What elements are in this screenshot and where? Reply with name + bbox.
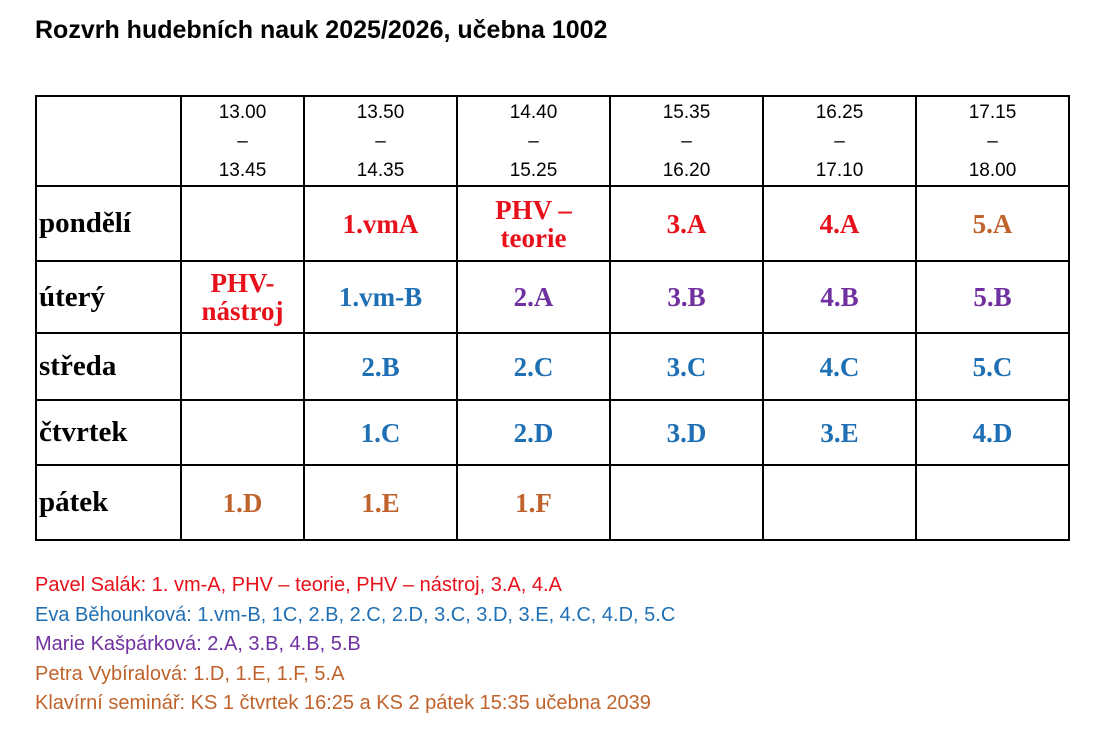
time-cell: 13.50 – 14.35 (303, 95, 458, 187)
lesson: 1.F (456, 464, 611, 541)
empty-cell (180, 332, 305, 401)
lesson: PHV-nástroj (180, 260, 305, 334)
time-to: 17.10 (815, 159, 864, 181)
row: čtvrtek 1.C 2.D 3.D 3.E 4.D (35, 399, 1070, 466)
note: Klavírní seminář: KS 1 čtvrtek 16:25 a K… (35, 692, 651, 714)
day: čtvrtek (35, 399, 182, 466)
lesson: 3.A (609, 185, 764, 262)
lesson: 3.E (762, 399, 917, 466)
time-to: 15.25 (509, 159, 558, 181)
lesson: 2.B (303, 332, 458, 401)
note: Pavel Salák: 1. vm-A, PHV – teorie, PHV … (35, 574, 562, 596)
lesson: 5.C (915, 332, 1070, 401)
corner-cell (35, 95, 182, 187)
empty-cell (180, 399, 305, 466)
lesson: 1.vm-B (303, 260, 458, 334)
time-to: 16.20 (662, 159, 711, 181)
schedule-table: 13.00 – 13.45 13.50 – 14.35 14.40 – 15.25 15.3… (35, 95, 1070, 541)
time-cell: 13.00 – 13.45 (180, 95, 305, 187)
lesson: 4.B (762, 260, 917, 334)
time-from: 13.00 (218, 101, 267, 123)
lesson: 5.A (915, 185, 1070, 262)
time-to: 13.45 (218, 159, 267, 181)
lesson: 4.A (762, 185, 917, 262)
time-from: 15.35 (662, 101, 711, 123)
header-row: 13.00 – 13.45 13.50 – 14.35 14.40 – 15.25 15.3… (35, 95, 1070, 187)
empty-cell (915, 464, 1070, 541)
time-sep: – (681, 130, 692, 152)
lesson: 4.C (762, 332, 917, 401)
time-from: 13.50 (356, 101, 405, 123)
day: pondělí (35, 185, 182, 262)
lesson: 2.A (456, 260, 611, 334)
time-cell: 14.40 – 15.25 (456, 95, 611, 187)
lesson: 3.B (609, 260, 764, 334)
time-sep: – (987, 130, 998, 152)
row: úterý PHV-nástroj 1.vm-B 2.A 3.B 4.B 5.B (35, 260, 1070, 334)
time-from: 14.40 (509, 101, 558, 123)
day: pátek (35, 464, 182, 541)
time-sep: – (528, 130, 539, 152)
time-sep: – (375, 130, 386, 152)
time-cell: 15.35 – 16.20 (609, 95, 764, 187)
empty-cell (609, 464, 764, 541)
lesson: 5.B (915, 260, 1070, 334)
lesson: 1.D (180, 464, 305, 541)
lesson: 4.D (915, 399, 1070, 466)
note: Eva Běhounková: 1.vm-B, 1C, 2.B, 2.C, 2.… (35, 603, 676, 626)
lesson: 3.C (609, 332, 764, 401)
empty-cell (180, 185, 305, 262)
note: Petra Vybíralová: 1.D, 1.E, 1.F, 5.A (35, 662, 345, 685)
time-to: 18.00 (968, 159, 1017, 181)
note: Marie Kašpárková: 2.A, 3.B, 4.B, 5.B (35, 633, 361, 655)
lesson: 1.E (303, 464, 458, 541)
time-sep: – (834, 130, 845, 152)
time-to: 14.35 (356, 159, 405, 181)
time-cell: 16.25 – 17.10 (762, 95, 917, 187)
day: úterý (35, 260, 182, 334)
day: středa (35, 332, 182, 401)
title: Rozvrh hudebních nauk 2025/2026, učebna … (35, 16, 608, 44)
time-from: 17.15 (968, 101, 1017, 123)
row: pondělí 1.vmA PHV – teorie 3.A 4.A 5.A (35, 185, 1070, 262)
notes: Pavel Salák: 1. vm-A, PHV – teorie, PHV … (35, 571, 675, 719)
lesson: 2.C (456, 332, 611, 401)
time-from: 16.25 (815, 101, 864, 123)
lesson: 3.D (609, 399, 764, 466)
lesson: PHV – teorie (456, 185, 611, 262)
empty-cell (762, 464, 917, 541)
lesson: 1.C (303, 399, 458, 466)
row: pátek 1.D 1.E 1.F (35, 464, 1070, 541)
lesson: 2.D (456, 399, 611, 466)
time-sep: – (237, 130, 248, 152)
time-cell: 17.15 – 18.00 (915, 95, 1070, 187)
row: středa 2.B 2.C 3.C 4.C 5.C (35, 332, 1070, 401)
lesson: 1.vmA (303, 185, 458, 262)
